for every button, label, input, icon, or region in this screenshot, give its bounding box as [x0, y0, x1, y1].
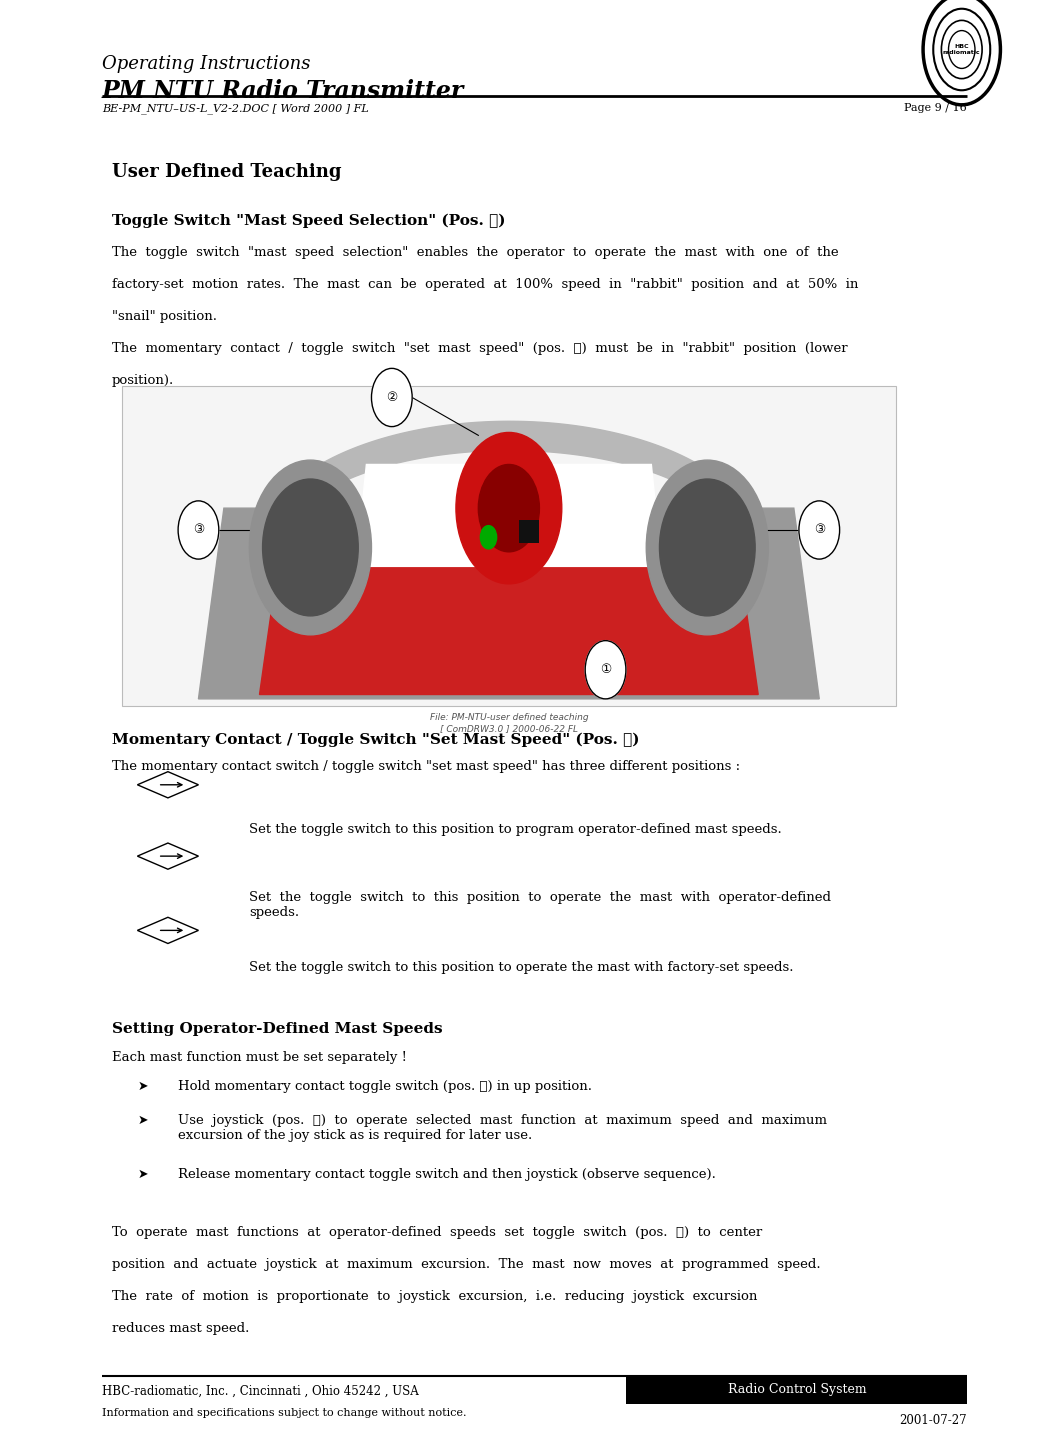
Text: position  and  actuate  joystick  at  maximum  excursion.  The  mast  now  moves: position and actuate joystick at maximum… [112, 1258, 821, 1271]
Polygon shape [356, 464, 662, 566]
Text: Hold momentary contact toggle switch (pos. ②) in up position.: Hold momentary contact toggle switch (po… [179, 1080, 592, 1093]
FancyBboxPatch shape [519, 520, 540, 543]
Text: Each mast function must be set separately !: Each mast function must be set separatel… [112, 1051, 407, 1064]
Text: The  rate  of  motion  is  proportionate  to  joystick  excursion,  i.e.  reduci: The rate of motion is proportionate to j… [112, 1290, 757, 1303]
Text: "snail" position.: "snail" position. [112, 310, 217, 323]
Circle shape [179, 501, 219, 559]
Circle shape [799, 501, 839, 559]
Text: Set the toggle switch to this position to operate the mast with factory-set spee: Set the toggle switch to this position t… [250, 961, 793, 974]
Text: Operating Instructions: Operating Instructions [101, 55, 310, 73]
Text: PM NTU Radio Transmitter: PM NTU Radio Transmitter [101, 79, 465, 102]
Text: Page 9 / 16: Page 9 / 16 [904, 103, 967, 114]
Circle shape [456, 432, 562, 584]
Circle shape [660, 479, 755, 616]
Text: position).: position). [112, 374, 174, 387]
Text: Set the toggle switch to this position to program operator-defined mast speeds.: Set the toggle switch to this position t… [250, 823, 782, 836]
Text: 2001-07-27: 2001-07-27 [899, 1414, 967, 1427]
Text: ③: ③ [193, 524, 204, 536]
Text: reduces mast speed.: reduces mast speed. [112, 1322, 250, 1335]
Text: ③: ③ [813, 524, 825, 536]
Text: To  operate  mast  functions  at  operator-defined  speeds  set  toggle  switch : To operate mast functions at operator-de… [112, 1226, 762, 1239]
Text: Set  the  toggle  switch  to  this  position  to  operate  the  mast  with  oper: Set the toggle switch to this position t… [250, 891, 831, 919]
Circle shape [480, 526, 497, 549]
Text: The  toggle  switch  "mast  speed  selection"  enables  the  operator  to  opera: The toggle switch "mast speed selection"… [112, 246, 838, 259]
Text: HBC
radiomatic: HBC radiomatic [943, 44, 980, 55]
Circle shape [586, 641, 626, 699]
Circle shape [263, 479, 358, 616]
Text: Setting Operator-Defined Mast Speeds: Setting Operator-Defined Mast Speeds [112, 1022, 443, 1037]
FancyBboxPatch shape [626, 1376, 967, 1404]
Text: The  momentary  contact  /  toggle  switch  "set  mast  speed"  (pos.  ②)  must : The momentary contact / toggle switch "s… [112, 342, 848, 355]
Polygon shape [260, 515, 758, 695]
Text: ➤: ➤ [138, 1114, 148, 1127]
Circle shape [372, 368, 412, 427]
Circle shape [646, 460, 768, 635]
Text: HBC-radiomatic, Inc. , Cincinnati , Ohio 45242 , USA: HBC-radiomatic, Inc. , Cincinnati , Ohio… [101, 1385, 419, 1398]
Text: User Defined Teaching: User Defined Teaching [112, 163, 341, 181]
Text: Toggle Switch "Mast Speed Selection" (Pos. ①): Toggle Switch "Mast Speed Selection" (Po… [112, 214, 505, 229]
Text: The momentary contact switch / toggle switch "set mast speed" has three differen: The momentary contact switch / toggle sw… [112, 760, 740, 773]
Text: Radio Control System: Radio Control System [728, 1383, 867, 1396]
Text: ➤: ➤ [138, 1168, 148, 1181]
Text: Release momentary contact toggle switch and then joystick (observe sequence).: Release momentary contact toggle switch … [179, 1168, 716, 1181]
Text: BE-PM_NTU–US-L_V2‑2.DOC [ Word 2000 ] FL: BE-PM_NTU–US-L_V2‑2.DOC [ Word 2000 ] FL [101, 103, 369, 114]
Text: Information and specifications subject to change without notice.: Information and specifications subject t… [101, 1408, 467, 1418]
Circle shape [478, 464, 540, 552]
FancyBboxPatch shape [122, 386, 896, 706]
Text: ➤: ➤ [138, 1080, 148, 1093]
Text: ②: ② [386, 392, 398, 403]
Text: File: PM-NTU-user defined teaching
[ ComDRW3.0 ] 2000-06-22 FL: File: PM-NTU-user defined teaching [ Com… [429, 713, 588, 732]
Text: ①: ① [600, 664, 611, 676]
Text: Momentary Contact / Toggle Switch "Set Mast Speed" (Pos. ②): Momentary Contact / Toggle Switch "Set M… [112, 732, 639, 747]
Text: Use  joystick  (pos.  ③)  to  operate  selected  mast  function  at  maximum  sp: Use joystick (pos. ③) to operate selecte… [179, 1114, 827, 1142]
Polygon shape [198, 508, 820, 699]
Text: factory-set  motion  rates.  The  mast  can  be  operated  at  100%  speed  in  : factory-set motion rates. The mast can b… [112, 278, 858, 291]
Circle shape [250, 460, 372, 635]
